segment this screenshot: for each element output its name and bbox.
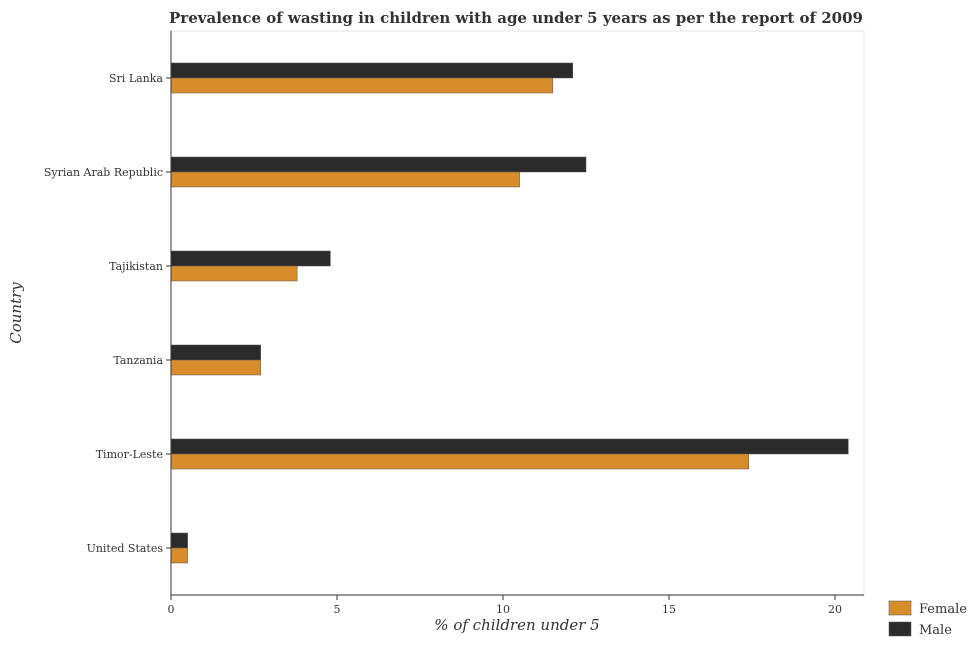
bar-male-sri-lanka xyxy=(170,62,573,79)
bar-female-tajikistan xyxy=(170,265,298,282)
bar-male-syrian-arab-republic xyxy=(170,156,587,173)
legend-swatch-female xyxy=(888,600,912,616)
legend: Female Male xyxy=(888,600,967,638)
bar-female-timor-leste xyxy=(170,453,749,470)
x-tick-label: 20 xyxy=(828,603,842,616)
y-tick-label: Syrian Arab Republic xyxy=(44,166,163,179)
legend-swatch-male xyxy=(888,621,912,637)
plot-area xyxy=(170,30,865,596)
y-tick-label: Tajikistan xyxy=(109,260,163,273)
legend-label-female: Female xyxy=(919,602,967,617)
bar-female-tanzania xyxy=(170,359,261,376)
bar-male-united-states xyxy=(170,532,188,549)
bar-female-united-states xyxy=(170,547,188,564)
x-tick-label: 10 xyxy=(496,603,510,616)
bar-male-tajikistan xyxy=(170,250,331,267)
y-axis-ticks: Sri Lanka Syrian Arab Republic Tajikistan T… xyxy=(44,72,171,555)
y-tick-label: Sri Lanka xyxy=(109,72,163,85)
y-tick-label: Tanzania xyxy=(113,354,163,367)
y-tick-label: United States xyxy=(87,542,164,555)
y-tick-label: Timor-Leste xyxy=(96,448,163,461)
x-tick-label: 5 xyxy=(334,603,341,616)
bar-female-syrian-arab-republic xyxy=(170,171,520,188)
bar-male-tanzania xyxy=(170,344,261,361)
bar-female-sri-lanka xyxy=(170,77,554,94)
y-axis-title: Country xyxy=(7,282,25,344)
chart-title: Prevalence of wasting in children with a… xyxy=(169,9,863,27)
x-tick-label: 0 xyxy=(168,603,175,616)
x-tick-label: 15 xyxy=(662,603,676,616)
bar-male-timor-leste xyxy=(170,438,849,455)
x-axis-title: % of children under 5 xyxy=(434,616,599,634)
x-axis-ticks: 0 5 10 15 20 xyxy=(168,595,842,616)
legend-label-male: Male xyxy=(919,623,952,638)
